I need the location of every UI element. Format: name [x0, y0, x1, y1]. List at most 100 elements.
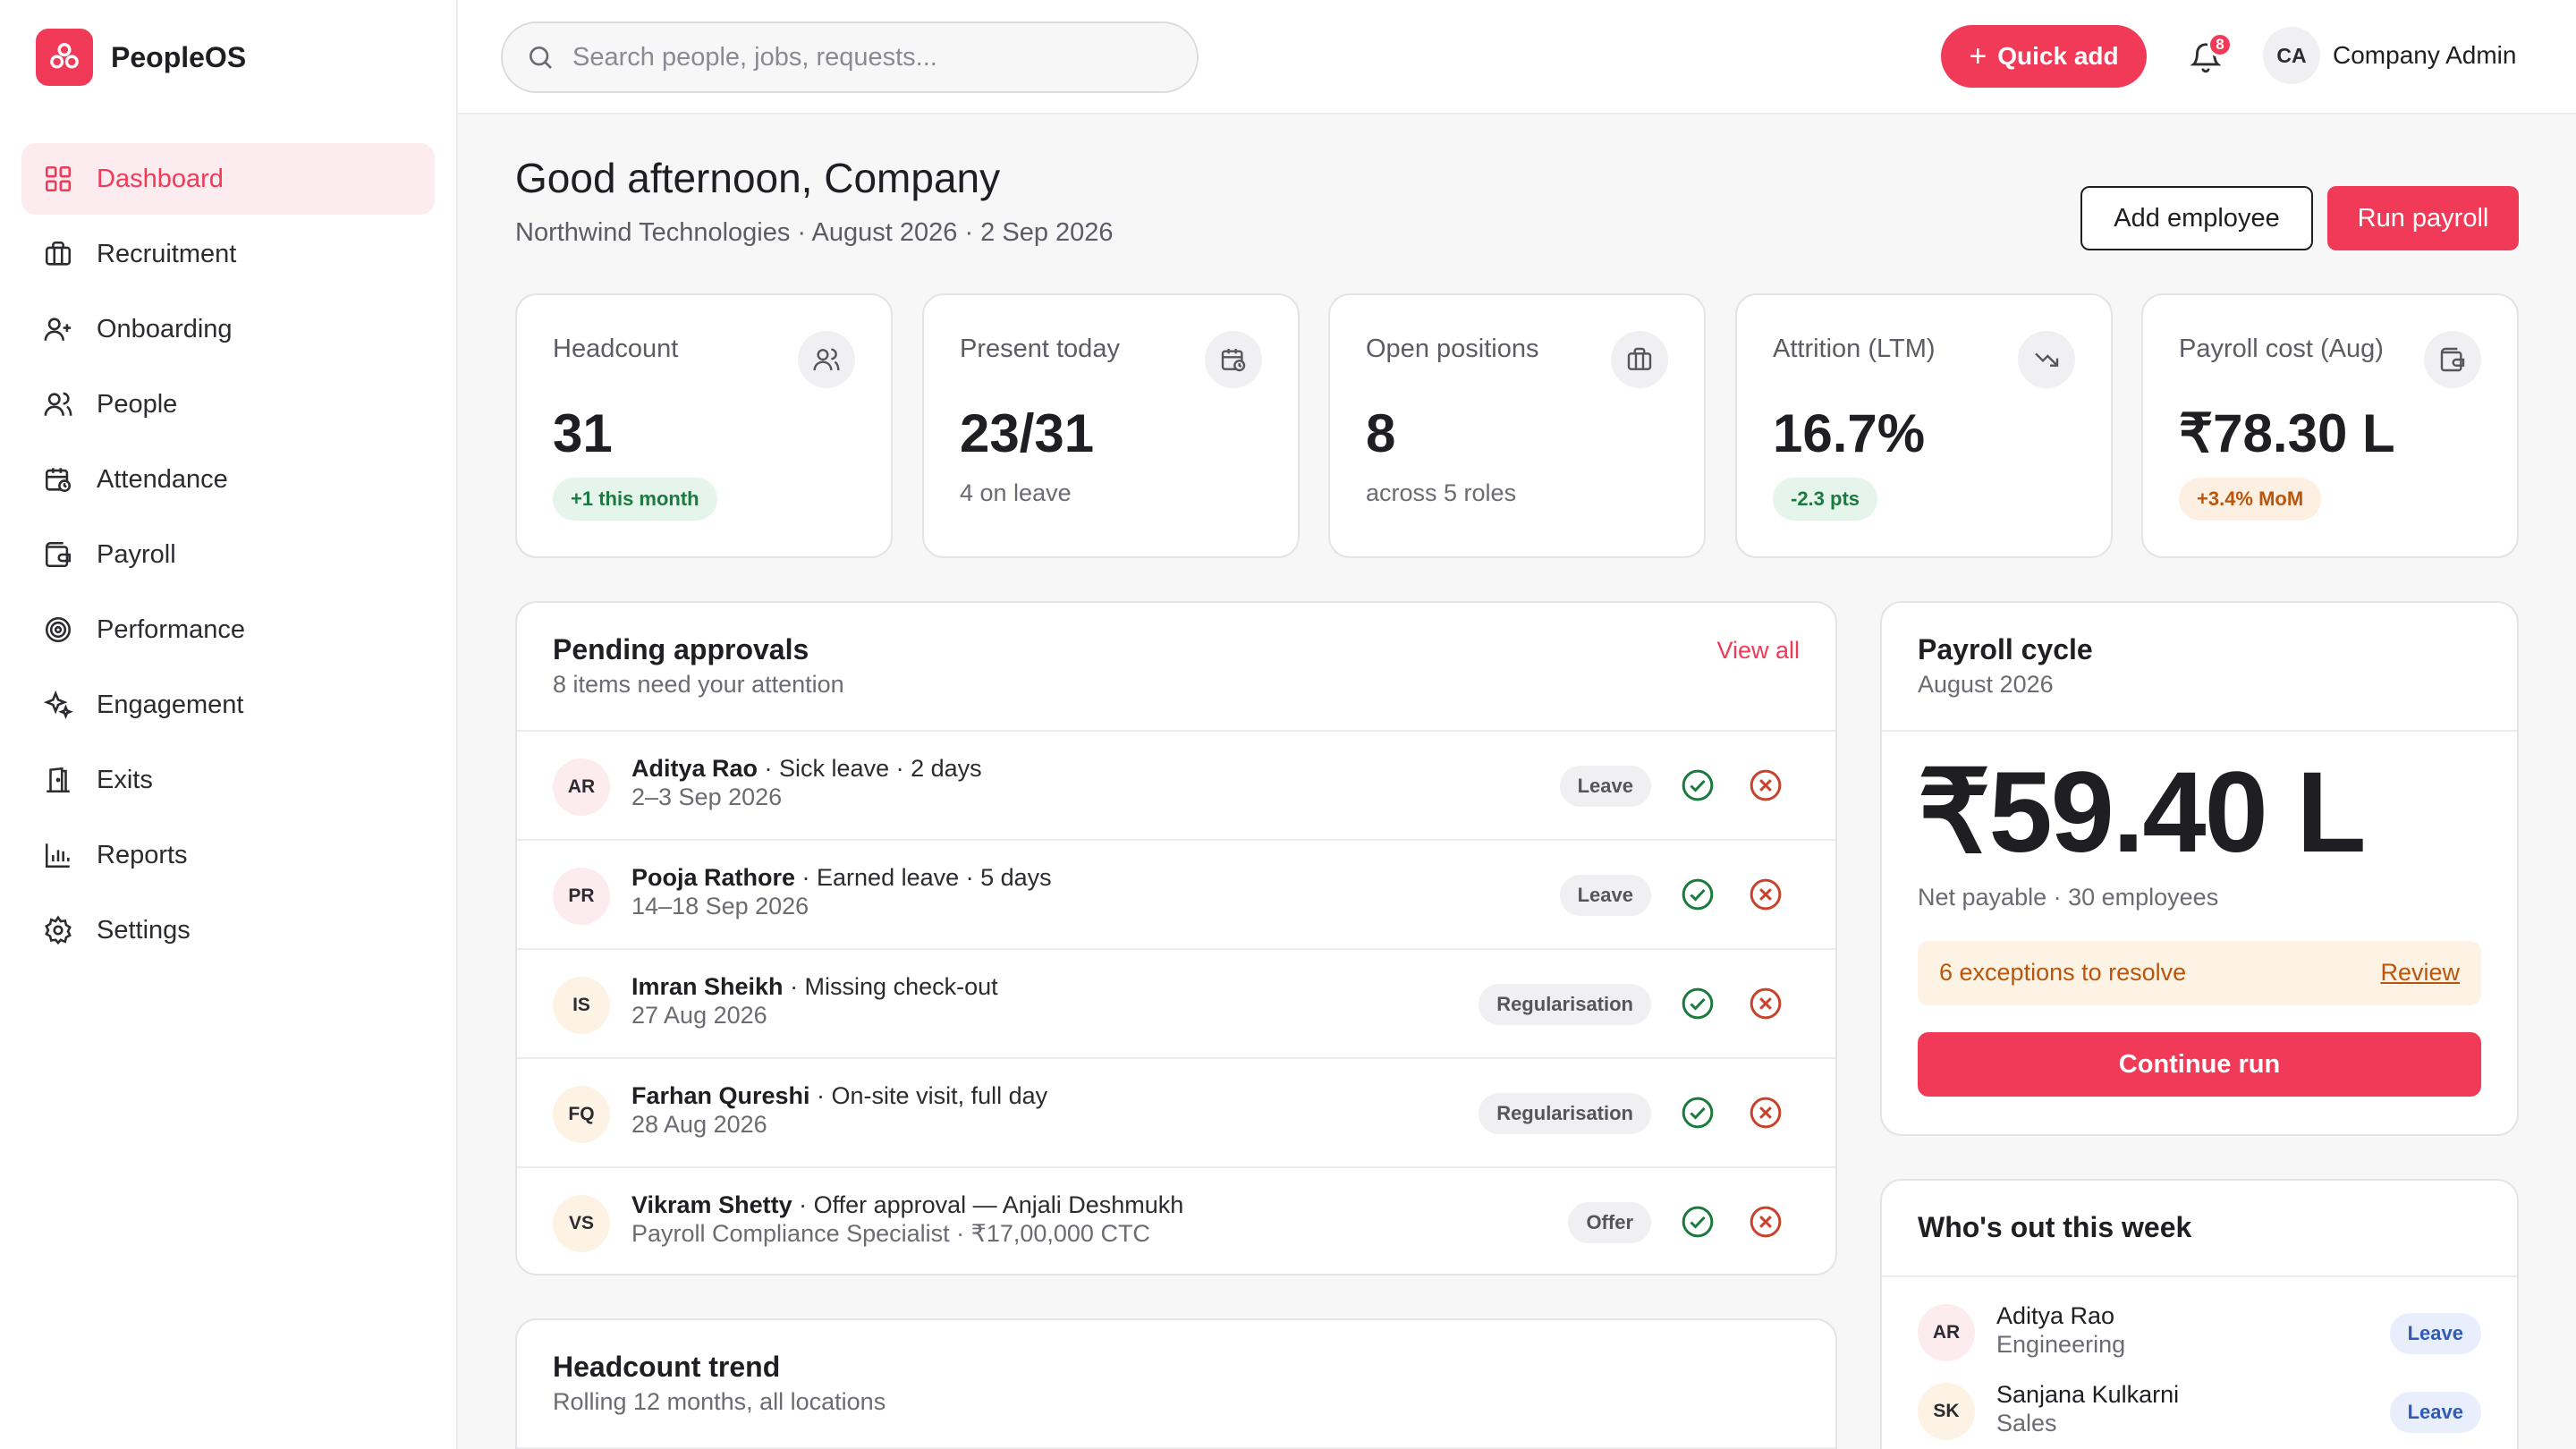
user-plus-icon — [44, 318, 72, 341]
briefcase-icon — [45, 241, 72, 266]
run-payroll-button[interactable]: Run payroll — [2327, 186, 2519, 250]
stat-subtext: 4 on leave — [960, 479, 1072, 506]
exceptions-text: 6 exceptions to resolve — [1939, 959, 2187, 986]
sidebar: PeopleOS Dashboard Recruitment Onboardin… — [0, 0, 458, 1449]
approve-icon[interactable] — [1680, 1204, 1716, 1240]
brand-logo-icon — [36, 29, 93, 86]
request-type-tag: Leave — [1559, 766, 1651, 807]
whos-out-card: Who's out this week AR Aditya Rao Engine… — [1880, 1179, 2519, 1449]
card-subtitle: Rolling 12 months, all locations — [553, 1388, 886, 1415]
status-badge: Leave — [2389, 1313, 2481, 1354]
bar-chart-icon — [45, 843, 70, 869]
reject-icon[interactable] — [1748, 877, 1784, 912]
sidebar-item-attendance[interactable]: Attendance — [21, 444, 435, 515]
sidebar-item-dashboard[interactable]: Dashboard — [21, 143, 435, 215]
sidebar-item-payroll[interactable]: Payroll — [21, 519, 435, 590]
review-link[interactable]: Review — [2380, 959, 2460, 986]
headcount-trend-card: Headcount trend Rolling 12 months, all l… — [515, 1318, 1837, 1449]
stat-label: Present today — [960, 335, 1120, 363]
door-icon — [47, 767, 70, 793]
request-type-tag: Offer — [1568, 1202, 1651, 1243]
sidebar-item-label: Settings — [97, 915, 191, 945]
approval-row[interactable]: FQ Farhan Qureshi · On-site visit, full … — [517, 1057, 1835, 1166]
sidebar-item-recruitment[interactable]: Recruitment — [21, 218, 435, 290]
sidebar-item-performance[interactable]: Performance — [21, 594, 435, 665]
net-payable-amount: ₹59.40 L — [1918, 749, 2366, 877]
person-name: Aditya Rao — [1996, 1302, 2115, 1329]
stat-value: 16.7% — [1773, 403, 1926, 463]
sparkles-icon — [43, 690, 73, 720]
avatar: PR — [553, 868, 610, 925]
stat-label: Attrition (LTM) — [1773, 335, 1936, 363]
request-date: 28 Aug 2026 — [631, 1111, 767, 1138]
sidebar-item-people[interactable]: People — [21, 369, 435, 440]
status-badge: Leave — [2389, 1392, 2481, 1433]
divider — [1882, 1275, 2517, 1277]
stat-card-open-positions[interactable]: Open positions 8 across 5 roles — [1328, 293, 1706, 558]
approve-icon[interactable] — [1680, 986, 1716, 1021]
approval-title: Vikram Shetty · Offer approval — Anjali … — [631, 1191, 1183, 1219]
sidebar-item-exits[interactable]: Exits — [21, 744, 435, 816]
stat-card-present-today[interactable]: Present today 23/31 4 on leave — [922, 293, 1300, 558]
approval-row[interactable]: AR Aditya Rao · Sick leave · 2 days 2–3 … — [517, 730, 1835, 839]
stat-change-badge: -2.3 pts — [1773, 478, 1878, 521]
search-input[interactable] — [572, 42, 1163, 72]
list-item[interactable]: SK Sanjana Kulkarni Sales Leave — [1882, 1372, 2517, 1449]
approve-icon[interactable] — [1680, 767, 1716, 803]
stat-card-headcount[interactable]: Headcount 31 +1 this month — [515, 293, 893, 558]
avatar: FQ — [553, 1086, 610, 1143]
approval-title: Farhan Qureshi · On-site visit, full day — [631, 1082, 1047, 1110]
topbar: + Quick add 8 CA Company Admin — [458, 0, 2576, 114]
add-employee-button[interactable]: Add employee — [2080, 186, 2313, 250]
card-title: Headcount trend — [553, 1351, 781, 1383]
reject-icon[interactable] — [1748, 767, 1784, 803]
requester-name: Farhan Qureshi — [631, 1082, 810, 1109]
users-icon — [798, 331, 855, 388]
approval-row[interactable]: VS Vikram Shetty · Offer approval — Anja… — [517, 1166, 1835, 1274]
reject-icon[interactable] — [1748, 986, 1784, 1021]
user-avatar[interactable]: CA — [2263, 27, 2320, 84]
search-box[interactable] — [501, 21, 1199, 93]
approval-title: Aditya Rao · Sick leave · 2 days — [631, 755, 982, 783]
wallet-icon — [2424, 331, 2481, 388]
stat-card-payroll-cost[interactable]: Payroll cost (Aug) ₹78.30 L +3.4% MoM — [2141, 293, 2519, 558]
list-item[interactable]: AR Aditya Rao Engineering Leave — [1882, 1293, 2517, 1372]
approval-row[interactable]: IS Imran Sheikh · Missing check-out 27 A… — [517, 948, 1835, 1057]
sidebar-item-engagement[interactable]: Engagement — [21, 669, 435, 741]
stat-card-attrition[interactable]: Attrition (LTM) 16.7% -2.3 pts — [1735, 293, 2113, 558]
sidebar-item-label: Exits — [97, 765, 153, 794]
sidebar-item-reports[interactable]: Reports — [21, 819, 435, 891]
card-title: Payroll cycle — [1918, 633, 2093, 665]
sidebar-item-label: Onboarding — [97, 314, 233, 343]
sidebar-nav: Dashboard Recruitment Onboarding People … — [21, 143, 435, 970]
sidebar-item-label: Engagement — [97, 690, 244, 719]
approve-icon[interactable] — [1680, 877, 1716, 912]
card-subtitle: 8 items need your attention — [553, 671, 844, 698]
stat-label: Payroll cost (Aug) — [2179, 335, 2384, 363]
person-department: Sales — [1996, 1410, 2057, 1436]
stat-label: Open positions — [1366, 335, 1539, 363]
view-all-link[interactable]: View all — [1716, 637, 1800, 664]
approve-icon[interactable] — [1680, 1095, 1716, 1131]
approval-row[interactable]: PR Pooja Rathore · Earned leave · 5 days… — [517, 839, 1835, 948]
page-subtitle: Northwind Technologies · August 2026 · 2… — [515, 218, 1114, 247]
request-detail: · On-site visit, full day — [809, 1082, 1048, 1109]
requester-name: Imran Sheikh — [631, 973, 784, 1000]
sidebar-item-onboarding[interactable]: Onboarding — [21, 293, 435, 365]
sidebar-item-label: Performance — [97, 614, 246, 644]
brand[interactable]: PeopleOS — [36, 29, 246, 86]
reject-icon[interactable] — [1748, 1095, 1784, 1131]
notifications-button[interactable]: 8 — [2181, 32, 2233, 82]
sidebar-item-settings[interactable]: Settings — [21, 894, 435, 966]
card-title: Who's out this week — [1918, 1211, 2192, 1243]
user-name[interactable]: Company Admin — [2333, 41, 2517, 69]
reject-icon[interactable] — [1748, 1204, 1784, 1240]
stat-subtext: across 5 roles — [1366, 479, 1517, 506]
target-icon — [45, 616, 72, 643]
person-name: Sanjana Kulkarni — [1996, 1381, 2180, 1408]
gear-icon — [45, 915, 72, 945]
page-title: Good afternoon, Company — [515, 155, 1001, 201]
quick-add-button[interactable]: + Quick add — [1941, 25, 2147, 88]
continue-run-button[interactable]: Continue run — [1918, 1032, 2481, 1097]
wallet-icon — [45, 541, 72, 568]
